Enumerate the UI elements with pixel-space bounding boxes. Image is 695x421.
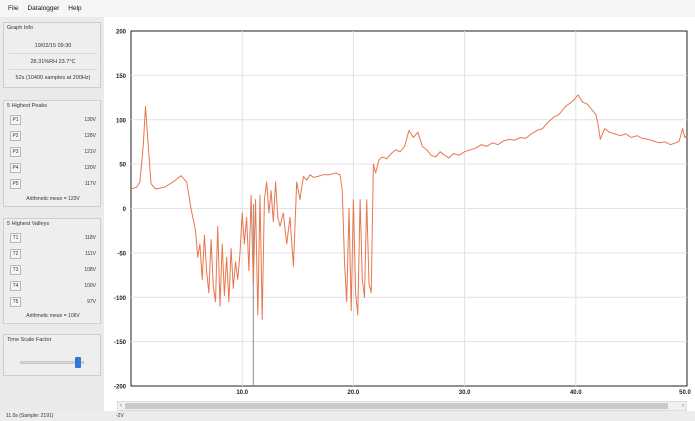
status-bar: 11.0s (Sample: 2191) -2V [0,411,695,421]
graph-info-samples: 52s (10400 samples at 200Hz) [15,75,91,81]
valley-row: T3 108V [8,265,98,276]
graph-info-group: Graph Info 19/02/15 09:30 28.31%RH 23.7°… [3,22,101,88]
y-tick-label: -50 [117,251,126,257]
status-voltage-readout: -2V [116,413,124,419]
graph-info-title: Graph Info [7,25,33,31]
graph-info-climate: 28.31%RH 23.7°C [30,59,76,65]
y-tick-label: 200 [116,30,127,36]
y-tick-label: -200 [114,385,127,391]
valley-value: 97V [87,299,96,305]
valley-value: 111V [85,251,96,257]
menu-file[interactable]: File [8,5,19,12]
y-tick-label: -150 [114,340,127,346]
peak-value: 121V [84,149,96,155]
valley-row: T4 100V [8,281,98,292]
x-tick-label: 50.0 [679,390,691,396]
peak-row: P3 121V [8,147,98,158]
peak-key[interactable]: P4 [10,163,21,173]
peaks-mean: Arithmetic mean = 123V [26,196,80,202]
valley-row: T1 118V [8,233,98,244]
valley-row: T2 111V [8,249,98,260]
scroll-left-arrow-icon[interactable]: ‹ [120,403,122,409]
valley-key[interactable]: T1 [10,233,21,243]
menu-help[interactable]: Help [68,5,82,12]
valleys-group: 5 Highest Valleys T1 118V T2 111V T3 108… [3,218,101,324]
peak-key[interactable]: P2 [10,131,21,141]
peak-value: 117V [84,181,96,187]
valley-row: T5 97V [8,297,98,308]
y-tick-label: -100 [114,296,127,302]
graph-info-separator [9,53,97,54]
horizontal-scrollbar-thumb[interactable] [125,403,668,409]
peak-row: P5 117V [8,179,98,190]
peak-key[interactable]: P5 [10,179,21,189]
graph-info-datetime: 19/02/15 09:30 [34,43,72,49]
peak-row: P1 130V [8,115,98,126]
valley-value: 118V [84,235,96,241]
valley-key[interactable]: T2 [10,249,21,259]
x-tick-label: 10.0 [236,390,248,396]
valleys-title: 5 Highest Valleys [7,221,50,227]
y-axis-ticks: 200 150 100 50 0 -50 -100 -150 -200 [114,30,127,391]
y-tick-label: 0 [123,207,127,213]
valley-key[interactable]: T4 [10,281,21,291]
time-scale-title: Time Scale Factor [7,337,52,343]
time-scale-group: Time Scale Factor [3,334,101,376]
peak-value: 130V [84,117,96,123]
scroll-right-arrow-icon[interactable]: › [682,403,684,409]
peak-key[interactable]: P3 [10,147,21,157]
menu-bar: File Datalogger Help [0,0,695,17]
peaks-title: 5 Highest Peaks [7,103,48,109]
y-tick-label: 100 [116,118,127,124]
peaks-group: 5 Highest Peaks P1 130V P2 128V P3 121V … [3,100,101,207]
y-tick-label: 50 [119,163,126,169]
x-tick-label: 40.0 [570,390,582,396]
time-scale-slider-track[interactable] [20,361,84,364]
chart-grid [131,31,687,386]
y-tick-label: 150 [116,74,127,80]
peak-key[interactable]: P1 [10,115,21,125]
left-panel: Graph Info 19/02/15 09:30 28.31%RH 23.7°… [0,17,104,411]
valley-key[interactable]: T3 [10,265,21,275]
valley-value: 100V [84,283,96,289]
peak-row: P4 120V [8,163,98,174]
peak-value: 120V [84,165,96,171]
valley-value: 108V [84,267,96,273]
x-tick-label: 30.0 [459,390,471,396]
time-scale-slider-thumb[interactable] [74,357,81,368]
status-sample-readout: 11.0s (Sample: 2191) [6,413,54,419]
valleys-mean: Arithmetic mean = 106V [26,313,80,319]
peak-row: P2 128V [8,131,98,142]
graph-info-separator [9,69,97,70]
x-tick-label: 20.0 [348,390,360,396]
valley-key[interactable]: T5 [10,297,21,307]
peak-value: 128V [84,133,96,139]
x-axis-ticks: 10.0 20.0 30.0 40.0 50.0 [236,390,691,396]
voltage-chart: 200 150 100 50 0 -50 -100 -150 -200 10.0 20.0 30.0… [114,30,692,397]
menu-datalogger[interactable]: Datalogger [27,5,60,12]
voltage-series-line [130,94,688,320]
